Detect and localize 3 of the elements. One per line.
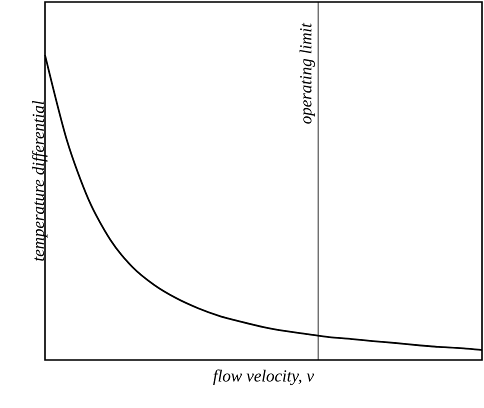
- annotation: operating limit: [300, 22, 315, 124]
- x-axis-title: flow velocity, v: [213, 370, 314, 386]
- y-axis-title: temperature differential: [32, 100, 48, 261]
